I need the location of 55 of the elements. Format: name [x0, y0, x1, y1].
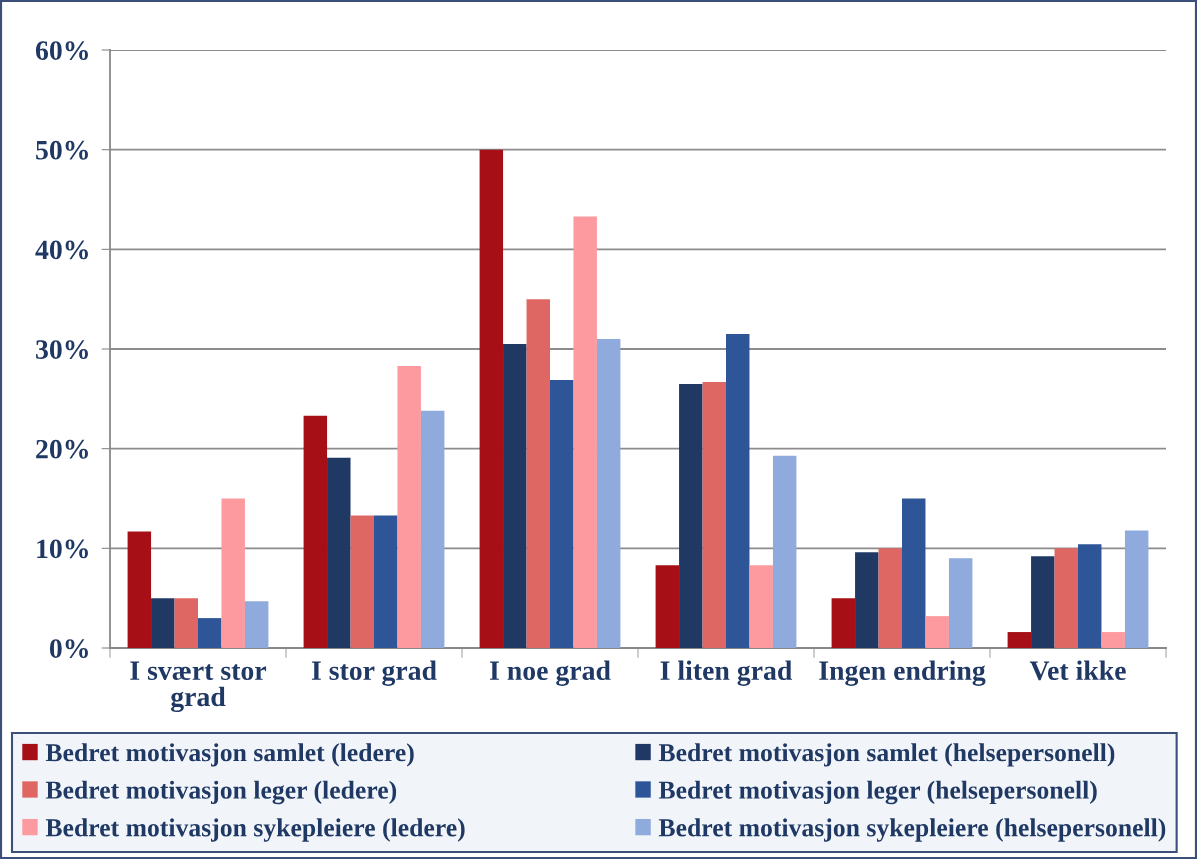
bar: [550, 379, 574, 648]
bar: [925, 616, 949, 648]
bar: [726, 334, 750, 648]
bar: [831, 598, 856, 648]
bar: [327, 457, 351, 648]
bar: [1101, 632, 1125, 648]
bar: [702, 381, 726, 648]
x-tick-label: I stor grad: [311, 660, 437, 686]
bar: [526, 299, 550, 648]
bar: [679, 383, 703, 648]
legend-label: Bedret motivasjon leger (ledere): [45, 780, 397, 805]
y-tick-label: 50%: [36, 140, 88, 160]
x-tick-label: I noe grad: [489, 660, 611, 686]
bar: [772, 455, 797, 648]
bar: [596, 339, 621, 648]
bar: [1031, 556, 1055, 648]
y-tick-label: 0%: [49, 639, 88, 658]
bar: [479, 149, 504, 648]
x-tick-label: Ingen endring: [819, 660, 986, 686]
legend-label: Bedret motivasjon sykepleiere (helsepersonell): [658, 818, 1166, 842]
bar: [573, 216, 597, 648]
y-tick-label: 40%: [35, 240, 88, 260]
y-tick-label: 60%: [35, 41, 88, 60]
bar: [878, 548, 902, 648]
y-tick-label: 20%: [36, 439, 88, 459]
legend-label: Bedret motivasjon leger (helsepersonell): [658, 780, 1097, 805]
x-tick-label: I liten grad: [660, 660, 793, 686]
bar: [855, 552, 879, 648]
bar: [1124, 530, 1149, 648]
bar: [655, 565, 680, 648]
y-tick-label: 30%: [36, 340, 88, 359]
bar: [1078, 544, 1102, 648]
x-tick-label: Vet ikke: [1029, 660, 1126, 681]
bar: [127, 531, 152, 648]
bar: [420, 410, 445, 648]
bar: [374, 515, 398, 648]
bar: [244, 601, 269, 648]
y-tick-label: 10%: [37, 539, 88, 559]
bar: [397, 365, 421, 648]
bar: [151, 598, 175, 648]
legend-label: Bedret motivasjon samlet (helsepersonell): [658, 743, 1115, 767]
legend-label: Bedret motivasjon samlet (ledere): [45, 743, 414, 767]
bar: [902, 498, 926, 648]
bar: [948, 558, 973, 648]
bar: [303, 415, 328, 648]
x-tick-label: I svært stor grad: [130, 661, 267, 713]
bar: [503, 344, 527, 648]
legend-label: Bedret motivasjon sykepleiere (ledere): [45, 818, 465, 842]
bar: [198, 618, 222, 648]
bar: [1054, 548, 1078, 648]
bar: [1007, 632, 1032, 648]
bar: [350, 515, 374, 648]
bar: [221, 498, 245, 648]
bar: [174, 598, 198, 648]
bar: [749, 565, 773, 648]
